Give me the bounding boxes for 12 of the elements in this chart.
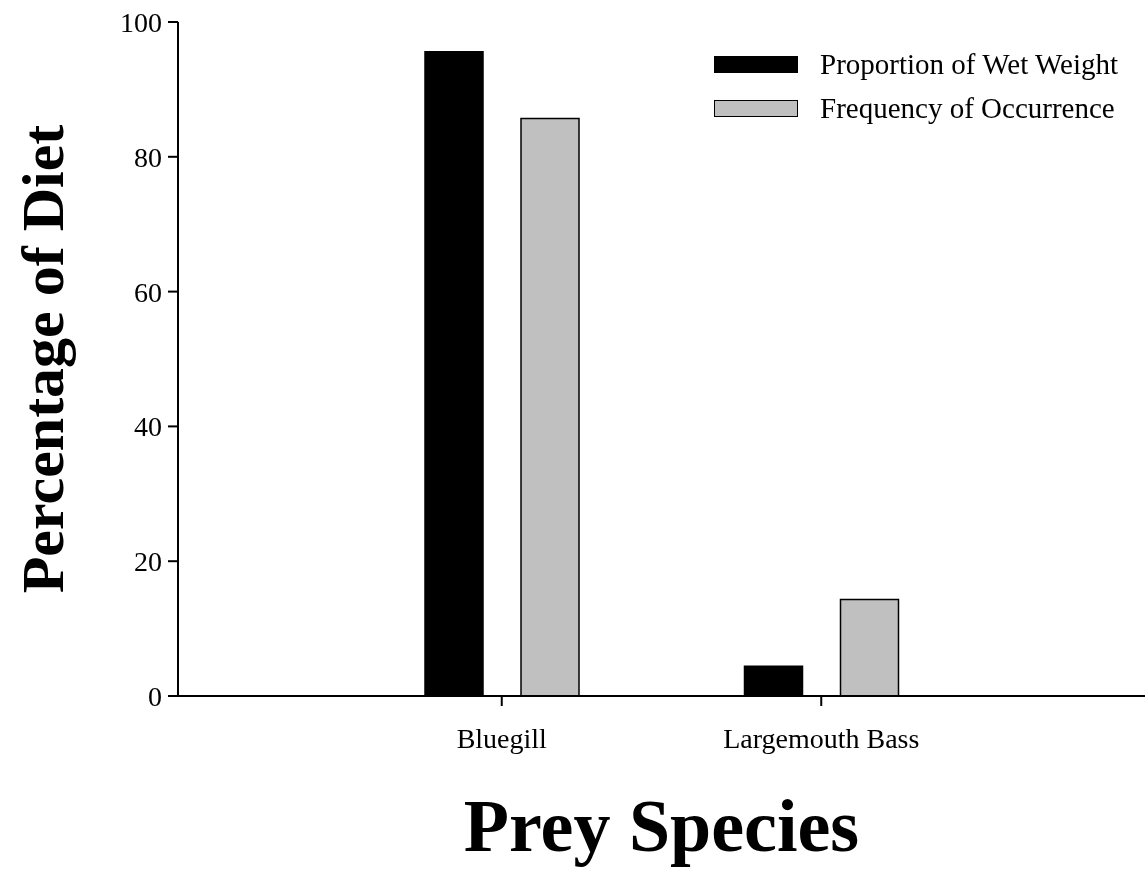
- y-tick-label: 0: [148, 680, 162, 712]
- x-tick-label: Bluegill: [456, 722, 548, 754]
- x-tick-label: Largemouth Bass: [723, 722, 920, 754]
- y-tick-label: 80: [134, 141, 162, 173]
- y-tick-label: 40: [134, 411, 162, 443]
- legend-label: Proportion of Wet Weight: [820, 47, 1118, 81]
- y-tick-label: 20: [134, 546, 162, 578]
- y-tick-label: 100: [120, 6, 162, 38]
- x-axis-title: Prey Species: [463, 785, 860, 867]
- y-tick-label: 60: [134, 276, 162, 308]
- y-axis-title: Percentage of Diet: [10, 124, 77, 594]
- legend-label: Frequency of Occurrence: [820, 91, 1115, 125]
